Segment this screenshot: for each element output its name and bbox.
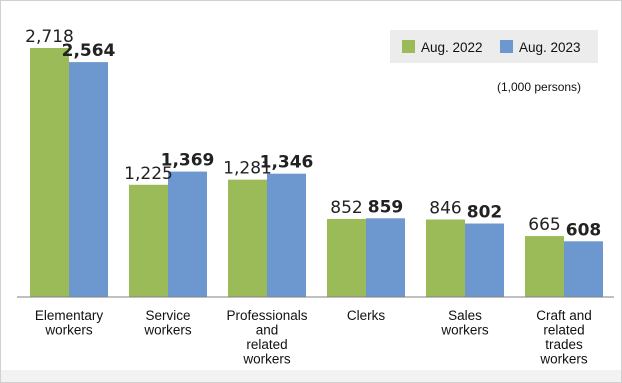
legend-label-aug-2023: Aug. 2023 xyxy=(519,40,581,55)
legend-label-aug-2022: Aug. 2022 xyxy=(421,40,483,55)
category-label-clerks: Clerks xyxy=(347,308,386,323)
category-label-professionals-and-related-workers: Professionals and related workers xyxy=(226,308,307,367)
category-label-sales-workers: Sales workers xyxy=(440,308,489,338)
bar-craft-and-related-trades-workers-aug-2022 xyxy=(525,236,564,297)
value-label-sales-workers-aug-2022: 846 xyxy=(429,198,461,218)
bar-service-workers-aug-2022 xyxy=(129,184,168,297)
value-label-clerks-aug-2023: 859 xyxy=(368,197,404,217)
value-label-craft-and-related-trades-workers-aug-2023: 608 xyxy=(566,220,602,240)
value-label-professionals-and-related-workers-aug-2022: 1,281 xyxy=(223,159,272,179)
value-label-elementary-workers-aug-2023: 2,564 xyxy=(62,41,116,61)
category-labels-group: Elementary workers Service workers Professio… xyxy=(35,308,592,367)
category-label-service-workers: Service workers xyxy=(143,308,192,338)
value-label-sales-workers-aug-2023: 802 xyxy=(467,203,503,223)
value-label-craft-and-related-trades-workers-aug-2022: 665 xyxy=(528,215,560,235)
legend-swatch-aug-2023 xyxy=(500,40,513,53)
bar-elementary-workers-aug-2023 xyxy=(69,62,108,297)
legend: Aug. 2022 Aug. 2023 xyxy=(390,30,598,63)
bar-clerks-aug-2022 xyxy=(327,218,366,297)
bar-sales-workers-aug-2022 xyxy=(426,219,465,297)
unit-note: (1,000 persons) xyxy=(497,80,581,94)
bar-sales-workers-aug-2023 xyxy=(465,223,504,297)
bar-professionals-and-related-workers-aug-2022 xyxy=(228,179,267,297)
bar-clerks-aug-2023 xyxy=(366,218,405,297)
bars-group xyxy=(30,48,603,297)
category-label-elementary-workers: Elementary workers xyxy=(35,308,104,338)
value-label-service-workers-aug-2022: 1,225 xyxy=(124,164,173,184)
value-label-service-workers-aug-2023: 1,369 xyxy=(161,151,215,171)
bar-service-workers-aug-2023 xyxy=(168,171,207,297)
value-label-elementary-workers-aug-2022: 2,718 xyxy=(25,27,74,47)
bar-elementary-workers-aug-2022 xyxy=(30,48,69,297)
bar-professionals-and-related-workers-aug-2023 xyxy=(267,173,306,297)
value-label-clerks-aug-2022: 852 xyxy=(330,198,362,218)
category-label-craft-and-related-trades-workers: Craft and related trades workers xyxy=(536,308,592,367)
bottom-strip xyxy=(1,370,621,382)
value-label-professionals-and-related-workers-aug-2023: 1,346 xyxy=(260,153,314,173)
bar-craft-and-related-trades-workers-aug-2023 xyxy=(564,241,603,297)
legend-swatch-aug-2022 xyxy=(402,40,415,53)
